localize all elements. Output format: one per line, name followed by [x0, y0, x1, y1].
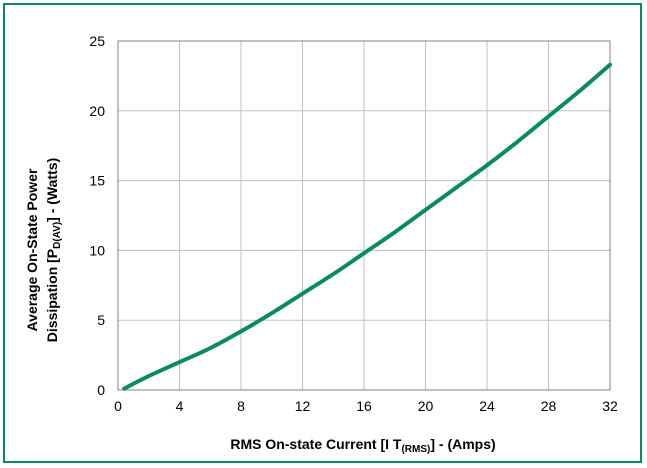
x-tick-label: 28	[541, 398, 557, 414]
x-tick-label: 24	[479, 398, 495, 414]
y-axis-title-line2: Dissipation [PD(AV)] - (Watts)	[44, 158, 63, 342]
y-tick-label: 5	[97, 312, 105, 328]
tick-labels: 0 4 8 12 16 20 24 28 32 0 5 10 15 20 25	[89, 33, 618, 414]
y-tick-label: 10	[89, 242, 105, 258]
series-line	[122, 62, 612, 391]
grid-lines	[117, 40, 611, 391]
y-tick-label: 20	[89, 103, 105, 119]
y-axis-title-line1: Average On-State Power	[24, 168, 40, 331]
x-tick-label: 4	[176, 398, 184, 414]
x-tick-label: 16	[356, 398, 372, 414]
x-tick-label: 8	[237, 398, 245, 414]
x-tick-label: 12	[295, 398, 311, 414]
plot-area	[117, 40, 611, 391]
y-tick-label: 25	[89, 33, 105, 49]
x-tick-label: 20	[418, 398, 434, 414]
chart-frame	[3, 3, 642, 463]
x-tick-label: 32	[602, 398, 618, 414]
y-tick-label: 15	[89, 173, 105, 189]
x-axis-title: RMS On-state Current [I T(RMS)] - (Amps)	[230, 436, 495, 455]
x-tick-label: 0	[114, 398, 122, 414]
y-tick-label: 0	[97, 382, 105, 398]
